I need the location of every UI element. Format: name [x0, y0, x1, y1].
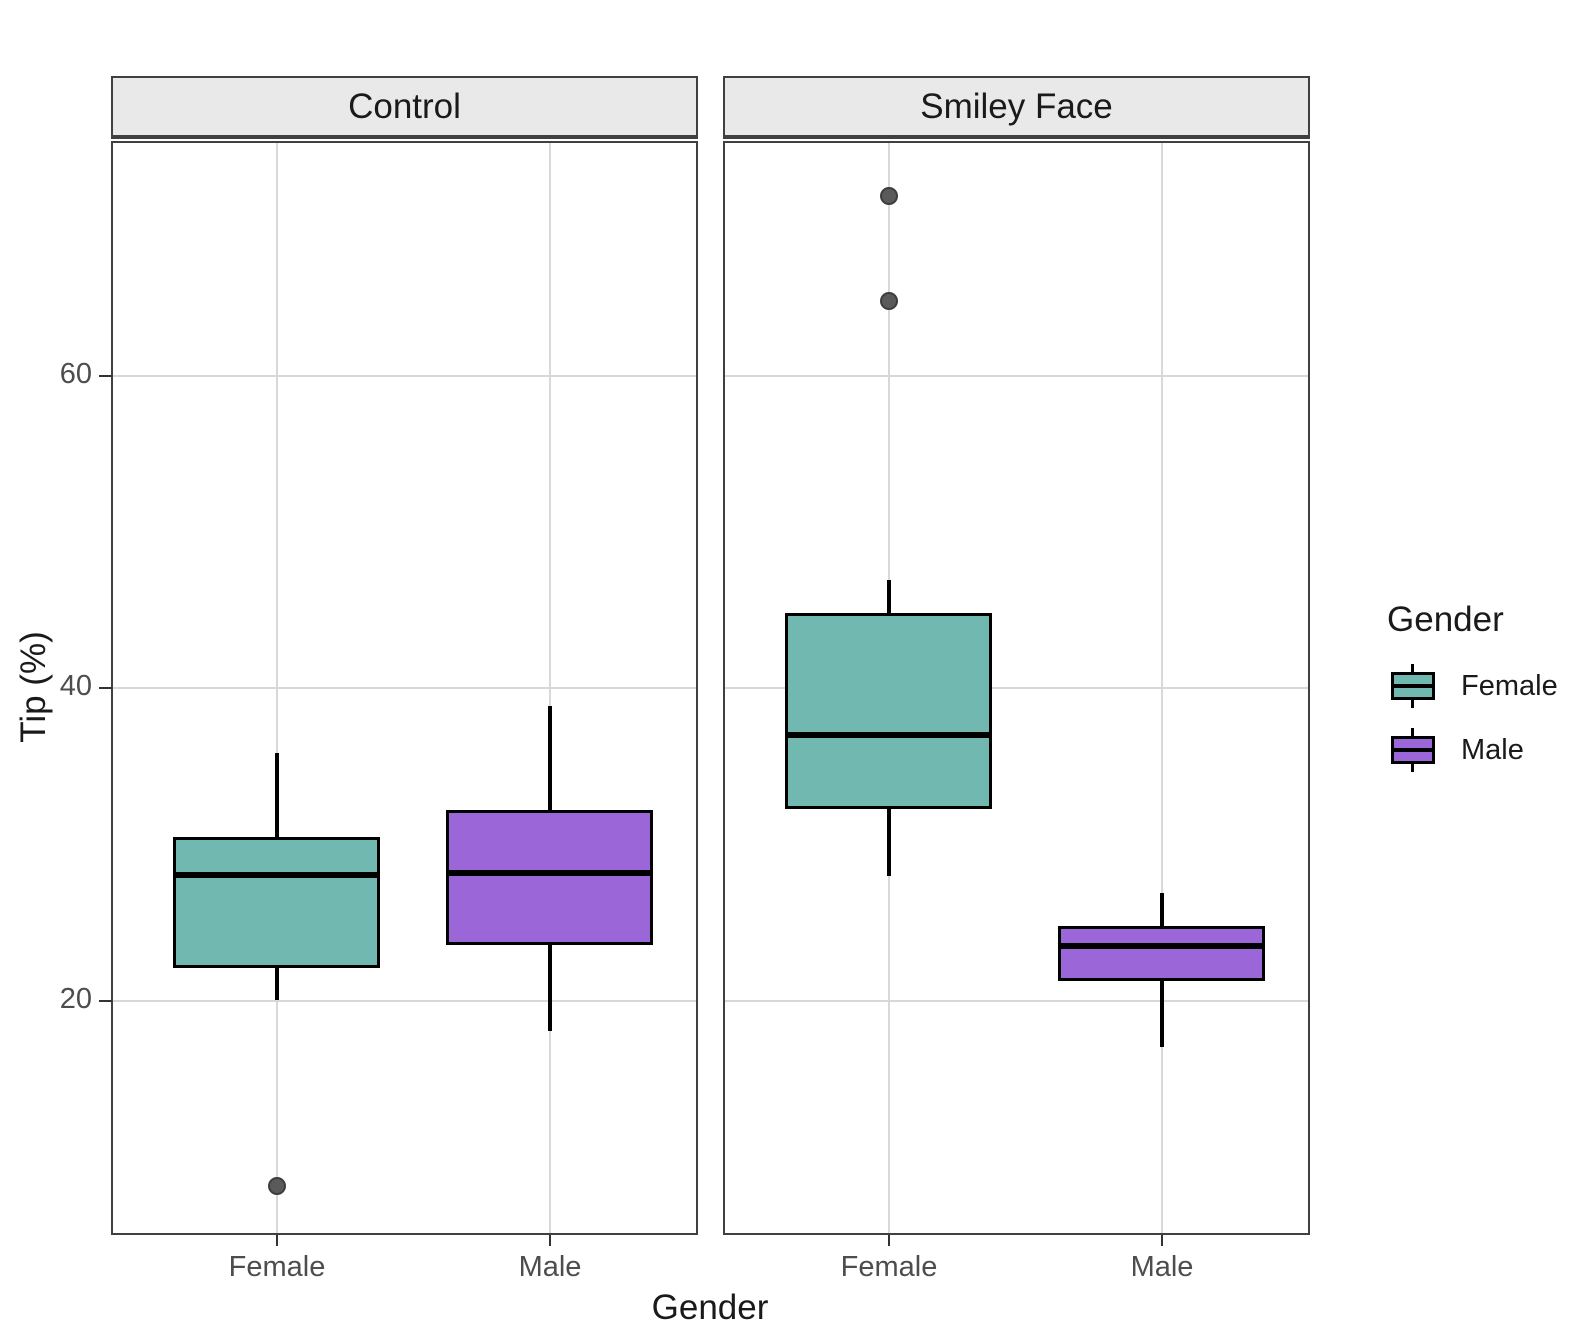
x-tick-mark	[888, 1235, 890, 1246]
boxplot-median	[176, 872, 377, 878]
legend-label-male: Male	[1461, 733, 1524, 766]
h-gridline	[113, 375, 696, 377]
boxplot-box-female	[173, 837, 380, 968]
h-gridline	[725, 375, 1308, 377]
v-gridline	[1161, 143, 1163, 1233]
x-tick-label: Male	[1130, 1251, 1194, 1283]
outlier-point	[268, 1177, 286, 1195]
boxplot-box-male	[446, 810, 653, 945]
facet-panel-smiley-face	[723, 141, 1310, 1235]
x-tick-label: Female	[228, 1251, 326, 1283]
x-axis-title: Gender	[651, 1288, 769, 1327]
boxplot-median	[788, 732, 989, 738]
y-tick-mark	[99, 1000, 112, 1002]
legend-title: Gender	[1387, 600, 1504, 639]
facet-strip-label-smiley-face: Smiley Face	[920, 86, 1113, 126]
h-gridline	[725, 687, 1308, 689]
h-gridline	[725, 1000, 1308, 1002]
legend-label-female: Female	[1461, 669, 1558, 702]
boxplot-glyph-male-icon	[1391, 728, 1435, 772]
legend: Gender Female Male	[1387, 600, 1558, 772]
y-tick-label: 40	[59, 670, 92, 702]
legend-key-female: Female	[1387, 664, 1558, 708]
y-tick-mark	[99, 687, 112, 689]
legend-key-male: Male	[1387, 728, 1558, 772]
x-tick-label: Male	[518, 1251, 582, 1283]
outlier-point	[880, 292, 898, 310]
y-tick-mark	[99, 375, 112, 377]
glyph-median	[1394, 684, 1432, 688]
facet-panel-control	[111, 141, 698, 1235]
boxplot-glyph-female-icon	[1391, 664, 1435, 708]
v-gridline	[549, 143, 551, 1233]
h-gridline	[113, 1000, 696, 1002]
x-tick-label: Female	[840, 1251, 938, 1283]
boxplot-box-male	[1058, 926, 1265, 981]
h-gridline	[113, 687, 696, 689]
boxplot-median	[1061, 943, 1262, 949]
facet-strip-control: Control	[111, 76, 698, 139]
y-tick-label: 20	[59, 983, 92, 1015]
x-tick-mark	[1161, 1235, 1163, 1246]
x-tick-mark	[549, 1235, 551, 1246]
facet-strip-smiley-face: Smiley Face	[723, 76, 1310, 139]
boxplot-box-female	[785, 613, 992, 809]
facet-strip-label-control: Control	[348, 86, 461, 126]
y-axis-title: Tip (%)	[14, 631, 53, 743]
boxplot-median	[449, 870, 650, 876]
y-tick-label: 60	[59, 358, 92, 390]
glyph-median	[1394, 748, 1432, 752]
v-gridline	[276, 143, 278, 1233]
outlier-point	[880, 187, 898, 205]
x-tick-mark	[276, 1235, 278, 1246]
